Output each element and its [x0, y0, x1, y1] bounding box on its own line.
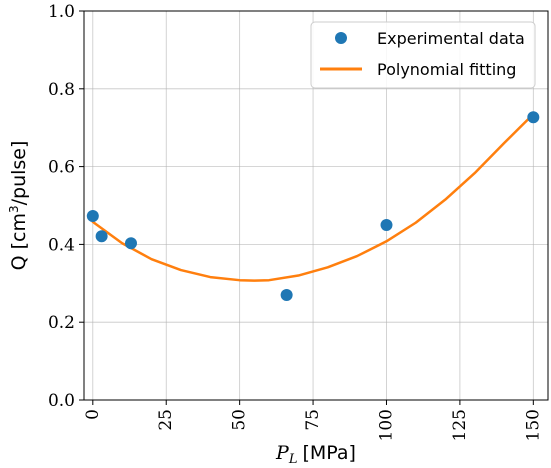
x-axis-label: PL [MPa]: [275, 442, 356, 467]
x-tick-label-0: 0: [83, 409, 103, 420]
y-axis-label: Q [cm3/pulse]: [7, 141, 30, 271]
ticks: 0 25 50 75 100 125 150 0.0 0.2 0.4 0.6 0.8 1.0: [48, 2, 543, 441]
y-tick-label-4: 0.8: [48, 80, 75, 100]
x-tick-label-1: 25: [156, 409, 176, 431]
experimental-point-0: [86, 210, 99, 223]
x-tick-label-5: 125: [450, 409, 470, 441]
experimental-point-3: [280, 288, 293, 301]
y-tick-label-2: 0.4: [48, 235, 75, 255]
x-axis-symbol: P: [275, 442, 290, 464]
legend-marker-experimental: [335, 32, 347, 44]
legend-box: [310, 21, 536, 89]
experimental-point-4: [380, 218, 393, 231]
plot-frame: [83, 10, 549, 401]
y-tick-label-5: 1.0: [48, 2, 75, 22]
experimental-point-5: [527, 111, 540, 124]
x-tick-label-4: 100: [376, 409, 396, 441]
x-tick-label-6: 150: [523, 409, 543, 441]
legend: Experimental data Polynomial fitting: [310, 21, 536, 89]
x-axis-subscript: L: [288, 452, 298, 467]
x-axis-unit: [MPa]: [302, 442, 355, 464]
y-axis-superscript: 3: [7, 205, 21, 213]
y-axis-label-group: Q [cm3/pulse]: [7, 141, 30, 271]
experimental-point-2: [124, 237, 137, 250]
legend-label-polynomial: Polynomial fitting: [377, 60, 516, 79]
y-tick-label-3: 0.6: [48, 158, 75, 178]
y-tick-label-0: 0.0: [48, 391, 75, 411]
polynomial-fit-line: [91, 112, 535, 282]
x-tick-label-3: 75: [303, 409, 323, 431]
legend-label-experimental: Experimental data: [377, 29, 525, 48]
x-tick-label-2: 50: [230, 409, 250, 431]
y-axis-suffix: /pulse]: [8, 141, 30, 206]
plot-series: [86, 111, 540, 301]
y-axis-prefix: Q [cm: [8, 213, 30, 270]
y-tick-label-1: 0.2: [48, 313, 75, 333]
experimental-point-1: [95, 230, 108, 243]
